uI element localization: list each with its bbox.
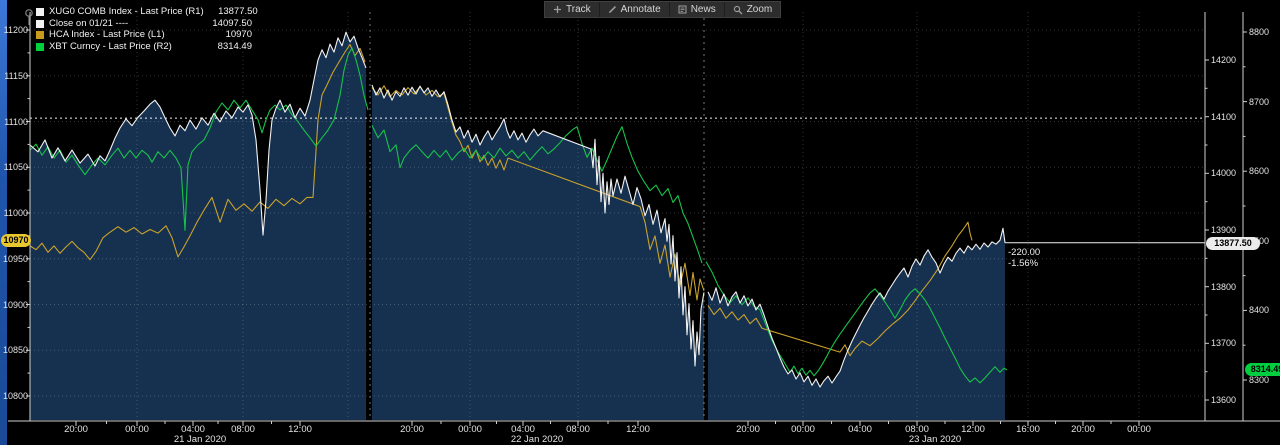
y-axis-label-l1: 10850 [2,345,28,356]
x-axis-label-time: 08:00 [231,424,255,435]
news-button[interactable]: News [670,2,725,17]
x-axis-label-time: 04:00 [181,424,205,435]
legend-row-xbt[interactable]: XBT Curncy - Last Price (R2) 8314.49 [36,40,252,53]
x-axis-label-time: 08:00 [566,424,590,435]
y-axis-label-l1: 11100 [4,116,28,127]
area-fill [708,228,1005,420]
y-axis-label-r1: 13700 [1211,338,1237,349]
x-axis-label-time: 12:00 [961,424,985,435]
x-axis-label-time: 20:00 [64,424,88,435]
legend-row-xug0[interactable]: XUG0 COMB Index - Last Price (R1) 13877.… [36,6,258,18]
legend-swatch-green [36,42,44,51]
y-axis-label-l1: 11000 [3,208,28,218]
legend-row-close[interactable]: Close on 01/21 ---- 14097.50 [36,17,252,30]
x-axis-label-date: 22 Jan 2020 [510,434,564,445]
legend-swatch-amber [36,31,44,40]
x-axis-label-time: 04:00 [511,424,535,435]
y-axis-label-r2: 8700 [1249,96,1270,107]
legend-label: HCA Index - Last Price (L1) [49,29,165,40]
y-axis-label-r1: 13800 [1211,281,1237,292]
track-button-label: Track [566,4,591,15]
magnifier-icon [733,5,743,15]
legend-label: XUG0 COMB Index - Last Price (R1) [49,6,204,17]
net-change-value: -220.00 [1008,247,1041,258]
x-axis-label-date: 23 Jan 2020 [908,434,962,445]
annotate-button-label: Annotate [620,4,661,15]
x-axis-label-time: 20:00 [400,424,424,435]
zoom-button[interactable]: Zoom [725,2,781,17]
x-axis-label-time: 20:00 [1071,424,1095,435]
y-axis-label-l1: 11050 [3,162,28,173]
y-axis-label-r1: 14200 [1211,55,1237,65]
chart-legend: XUG0 COMB Index - Last Price (R1) 13877.… [36,6,258,53]
series-line-xbt-curncy [371,125,703,264]
last-price-badge-xug0: 13877.50 [1206,237,1260,250]
last-price-badge-xbt: 8314.49 [1245,363,1280,376]
y-axis-label-r2: 8800 [1249,27,1270,37]
series-line-xug0-comb-index [707,227,1006,388]
tracker-pin-icon [25,9,33,25]
area-fill [372,84,704,421]
x-axis-label-time: 00:00 [791,424,815,435]
plus-icon [553,5,562,14]
y-axis-label-l1: 10950 [2,253,28,264]
x-axis-label-time: 00:00 [1127,424,1151,435]
y-axis-label-r1: 14000 [1211,168,1237,179]
news-icon [678,5,687,14]
legend-value: 13877.50 [218,6,258,17]
series-line-xbt-curncy [705,261,1008,384]
y-axis-label-r1: 14100 [1211,111,1237,122]
net-change-annotation: -220.00 -1.56% [1008,247,1040,269]
series-line-hca-index [707,221,973,357]
y-axis-label-r1: 13900 [1211,225,1237,235]
series-line-xug0-comb-index [371,84,705,367]
x-axis-label-date: 21 Jan 2020 [173,434,227,445]
legend-value: 10970 [225,29,252,40]
net-change-percent: -1.56% [1008,258,1039,269]
y-axis-label-l1: 11200 [3,25,28,35]
zoom-button-label: Zoom [746,4,773,15]
x-axis-label-time: 20:00 [736,424,760,435]
y-axis-label-r2: 8400 [1249,305,1270,316]
x-axis-label-time: 12:00 [626,424,650,435]
last-price-badge-hca: 10970 [1,234,31,247]
pencil-icon [608,5,617,14]
legend-swatch-white [36,8,44,17]
legend-label: XBT Curncy - Last Price (R2) [49,40,172,52]
x-axis-label-time: 16:00 [1016,424,1040,435]
legend-value: 14097.50 [212,17,252,29]
x-axis-label-time: 00:00 [458,424,482,435]
y-axis-label-r1: 13600 [1211,395,1237,405]
news-button-label: News [690,4,716,15]
series-line-xug0-comb-index [29,31,367,236]
track-button[interactable]: Track [545,2,600,17]
y-axis-label-r2: 8300 [1249,375,1270,385]
y-axis-label-l1: 11150 [4,70,28,81]
area-fill [30,32,366,420]
legend-value: 8314.49 [217,40,252,52]
x-axis-label-time: 04:00 [848,424,872,435]
window-edge-strip [0,0,7,445]
y-axis-label-l1: 10800 [2,391,28,401]
legend-row-hca[interactable]: HCA Index - Last Price (L1) 10970 [36,29,252,41]
x-axis-label-time: 08:00 [905,424,929,435]
legend-swatch-close [36,19,44,28]
series-line-hca-index [29,44,366,261]
y-axis-label-r2: 8600 [1249,166,1270,177]
x-axis-label-time: 12:00 [288,424,312,435]
legend-label: Close on 01/21 ---- [49,17,129,29]
annotate-button[interactable]: Annotate [600,2,670,17]
y-axis-label-l1: 10900 [2,299,28,310]
series-line-xbt-curncy [29,47,369,231]
chart-toolbar: Track Annotate News Zoom [544,1,782,18]
x-axis-label-time: 00:00 [125,424,149,435]
